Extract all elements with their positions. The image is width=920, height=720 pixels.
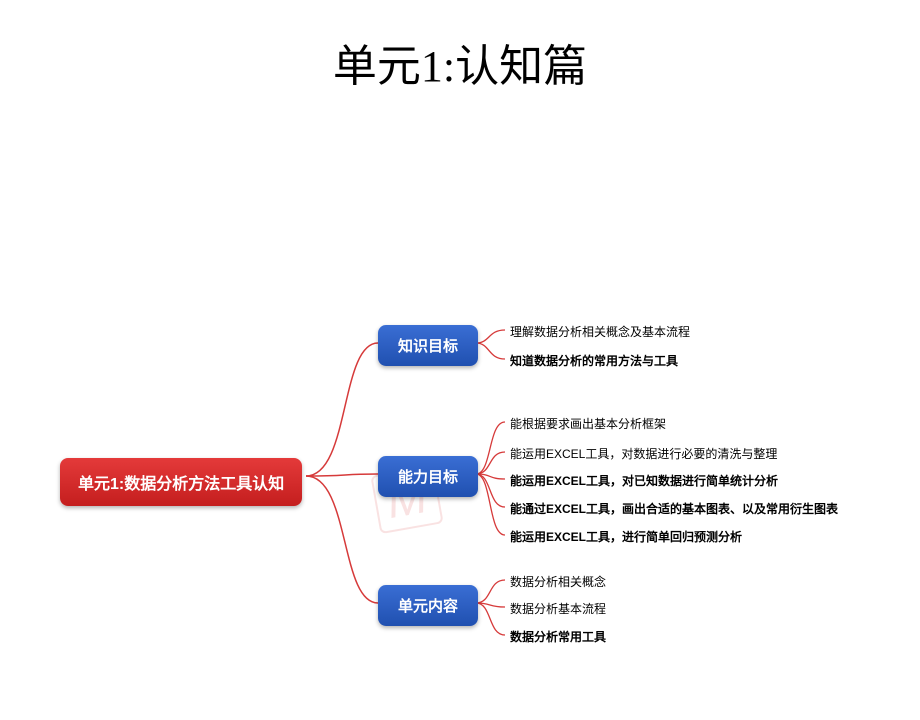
leaf-item: 能通过EXCEL工具，画出合适的基本图表、以及常用衍生图表: [510, 500, 838, 517]
root-node: 单元1:数据分析方法工具认知: [60, 458, 302, 506]
leaf-item: 能运用EXCEL工具，进行简单回归预测分析: [510, 528, 742, 545]
leaf-item: 数据分析常用工具: [510, 628, 606, 645]
branch-node-0: 知识目标: [378, 325, 478, 366]
mindmap-container: M 单元1:数据分析方法工具认知 知识目标 能力目标 单元内容 理解数据分析相关…: [0, 170, 920, 690]
leaf-item: 能运用EXCEL工具，对数据进行必要的清洗与整理: [510, 445, 777, 462]
leaf-item: 能运用EXCEL工具，对已知数据进行简单统计分析: [510, 472, 778, 489]
leaf-item: 能根据要求画出基本分析框架: [510, 415, 666, 432]
leaf-item: 数据分析基本流程: [510, 600, 606, 617]
leaf-item: 数据分析相关概念: [510, 573, 606, 590]
branch-node-1: 能力目标: [378, 456, 478, 497]
leaf-item: 理解数据分析相关概念及基本流程: [510, 323, 690, 340]
page-title: 单元1:认知篇: [0, 30, 920, 94]
branch-node-2: 单元内容: [378, 585, 478, 626]
leaf-item: 知道数据分析的常用方法与工具: [510, 352, 678, 369]
